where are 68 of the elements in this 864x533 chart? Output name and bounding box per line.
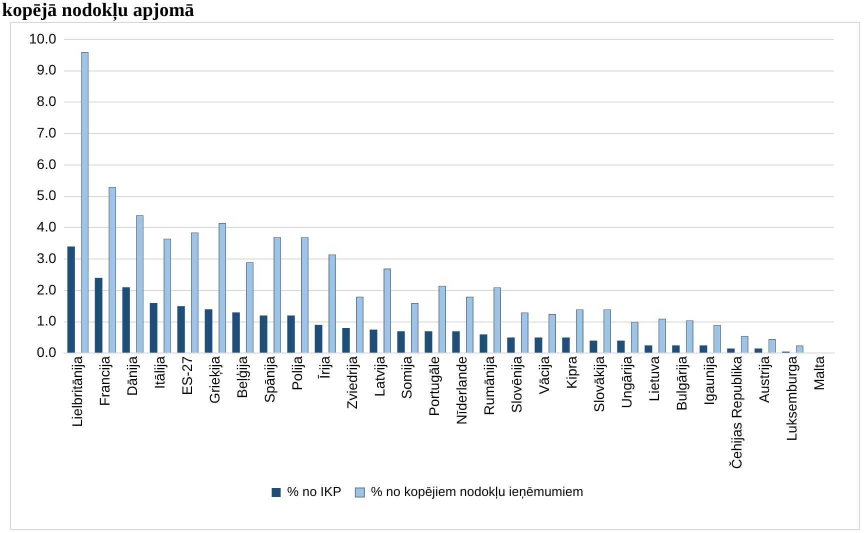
x-tick-label: Lietuva: [646, 356, 662, 402]
x-tick-label: Čehijas Republika: [728, 356, 745, 470]
x-tick-label: Igaunija: [701, 356, 718, 406]
bar: [700, 345, 708, 353]
bar: [727, 348, 735, 353]
bar: [644, 345, 652, 353]
x-tick-label: ES-27: [178, 356, 195, 396]
x-tick-label: Ungārija: [618, 356, 635, 408]
x-tick-label: Slovākija: [591, 356, 608, 412]
bar: [150, 302, 158, 353]
bar: [370, 330, 378, 353]
bar: [122, 287, 130, 353]
bar: [287, 316, 295, 353]
x-tick-label: Latvija: [371, 356, 388, 397]
bar: [232, 312, 240, 353]
x-tick-label: Vācija: [536, 356, 552, 394]
y-tick-label: 4.0: [36, 218, 56, 235]
x-tick-label: Francija: [96, 356, 112, 406]
bar: [260, 316, 268, 353]
y-tick-label: 9.0: [36, 62, 56, 78]
x-tick-label: Austrija: [756, 356, 772, 403]
bar: [397, 331, 405, 353]
bar: [452, 331, 460, 353]
legend-label: % no kopējiem nodokļu ieņēmumiem: [370, 484, 584, 500]
x-tick-label: Grieķija: [206, 356, 222, 404]
x-tick-label: Zviedrija: [344, 356, 360, 410]
y-tick-label: 5.0: [36, 187, 56, 204]
bar: [672, 345, 680, 353]
x-tick-label: Nīderlande: [454, 356, 470, 425]
bar: [94, 278, 102, 353]
x-tick-label: Kipra: [564, 356, 580, 389]
legend-label: % no IKP: [287, 484, 342, 500]
x-tick-label: Beļģija: [234, 356, 250, 398]
x-tick-label: Rumānija: [481, 356, 498, 416]
x-tick-label: Lielbritānija: [68, 356, 85, 427]
x-tick-label: Dānija: [124, 356, 140, 396]
bar: [177, 306, 185, 353]
bar: [424, 331, 432, 353]
bar: [204, 309, 212, 353]
bar: [67, 246, 75, 353]
x-tick-label: Bulgārija: [674, 356, 690, 411]
y-tick-label: 2.0: [36, 281, 56, 298]
bar: [507, 337, 515, 353]
y-tick-label: 0.0: [36, 344, 56, 360]
y-tick-label: 1.0: [36, 312, 56, 329]
bar: [617, 340, 625, 353]
x-tick-label: Portugāle: [426, 356, 442, 416]
x-tick-label: Somija: [398, 356, 415, 399]
bar: [754, 348, 762, 353]
y-tick-label: 6.0: [36, 156, 56, 172]
x-tick-label: Īrija: [316, 356, 332, 379]
x-tick-label: Luksemburga: [784, 356, 800, 441]
x-tick-label: Polija: [288, 356, 305, 390]
y-tick-label: 3.0: [36, 250, 56, 266]
chart-title: kopējā nodokļu apjomā: [1, 0, 196, 22]
bar: [534, 337, 542, 353]
y-tick-label: 10.0: [29, 30, 56, 46]
bar: [562, 337, 570, 353]
bar: [342, 328, 350, 353]
y-tick-label: 8.0: [36, 93, 56, 110]
x-tick-label: Slovēnija: [508, 356, 525, 413]
bar: [480, 334, 488, 353]
bar: [314, 324, 322, 353]
x-tick-label: Malta: [811, 356, 828, 390]
y-tick-label: 7.0: [36, 124, 56, 140]
x-tick-label: Itālija: [151, 356, 168, 389]
bar: [590, 340, 598, 353]
x-tick-label: Spānija: [261, 356, 278, 403]
